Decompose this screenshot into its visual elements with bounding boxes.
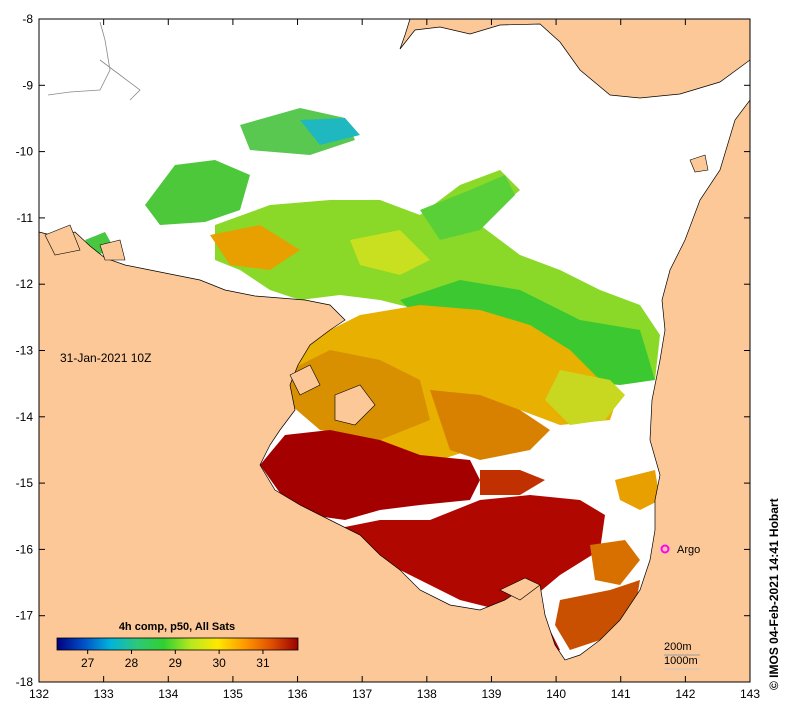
y-tick-label: -12: [16, 277, 34, 291]
x-tick-label: 135: [223, 687, 243, 701]
colorbar-tick-label: 28: [125, 656, 139, 670]
colorbar-tick-label: 29: [169, 656, 183, 670]
sst-field: [85, 108, 660, 660]
bathymetry-lines: [47, 21, 141, 101]
colorbar-tick-label: 31: [256, 656, 270, 670]
x-tick-label: 139: [481, 687, 501, 701]
x-axis: 132 133 134 135 136 137 138 139 140 141 142 143: [29, 19, 760, 701]
x-tick-label: 141: [611, 687, 631, 701]
colorbar: 4h comp, p50, All Sats 27 28 29 30 31: [56, 621, 299, 670]
x-tick-label: 142: [675, 687, 695, 701]
y-tick-label: -13: [16, 344, 34, 358]
map-title: 31-Jan-2021 10Z: [60, 351, 151, 365]
x-tick-label: 132: [29, 687, 49, 701]
colorbar-gradient: [56, 637, 299, 651]
x-tick-label: 140: [546, 687, 566, 701]
contour-legend: 200m 1000m: [664, 641, 700, 670]
y-tick-label: -15: [16, 476, 34, 490]
y-tick-label: -8: [22, 12, 33, 26]
y-tick-label: -9: [22, 78, 33, 92]
argo-marker[interactable]: Argo: [660, 544, 701, 556]
y-axis: -8 -9 -10 -11 -12 -13 -14 -15 -16 -17 -18: [16, 12, 750, 689]
land: [38, 18, 751, 683]
colorbar-tick-label: 30: [212, 656, 226, 670]
argo-marker-icon[interactable]: [660, 544, 670, 554]
x-tick-label: 136: [288, 687, 308, 701]
y-tick-label: -17: [16, 609, 34, 623]
colorbar-title: 4h comp, p50, All Sats: [119, 621, 235, 633]
y-tick-label: -10: [16, 145, 34, 159]
y-tick-label: -11: [17, 211, 34, 225]
colorbar-tick-label: 27: [81, 656, 95, 670]
credit-text: © IMOS 04-Feb-2021 14:41 Hobart: [767, 498, 781, 690]
y-tick-label: -18: [16, 675, 34, 689]
x-tick-label: 137: [352, 687, 372, 701]
y-tick-label: -14: [16, 410, 34, 424]
argo-label: Argo: [677, 544, 700, 556]
x-tick-label: 143: [740, 687, 760, 701]
x-tick-label: 133: [94, 687, 114, 701]
contour-1000m-label: 1000m: [664, 655, 698, 667]
y-tick-label: -16: [16, 542, 34, 556]
colorbar-ticks: 27 28 29 30 31: [81, 650, 270, 670]
x-tick-label: 134: [158, 687, 178, 701]
x-tick-label: 138: [417, 687, 437, 701]
contour-200m-label: 200m: [664, 641, 692, 653]
